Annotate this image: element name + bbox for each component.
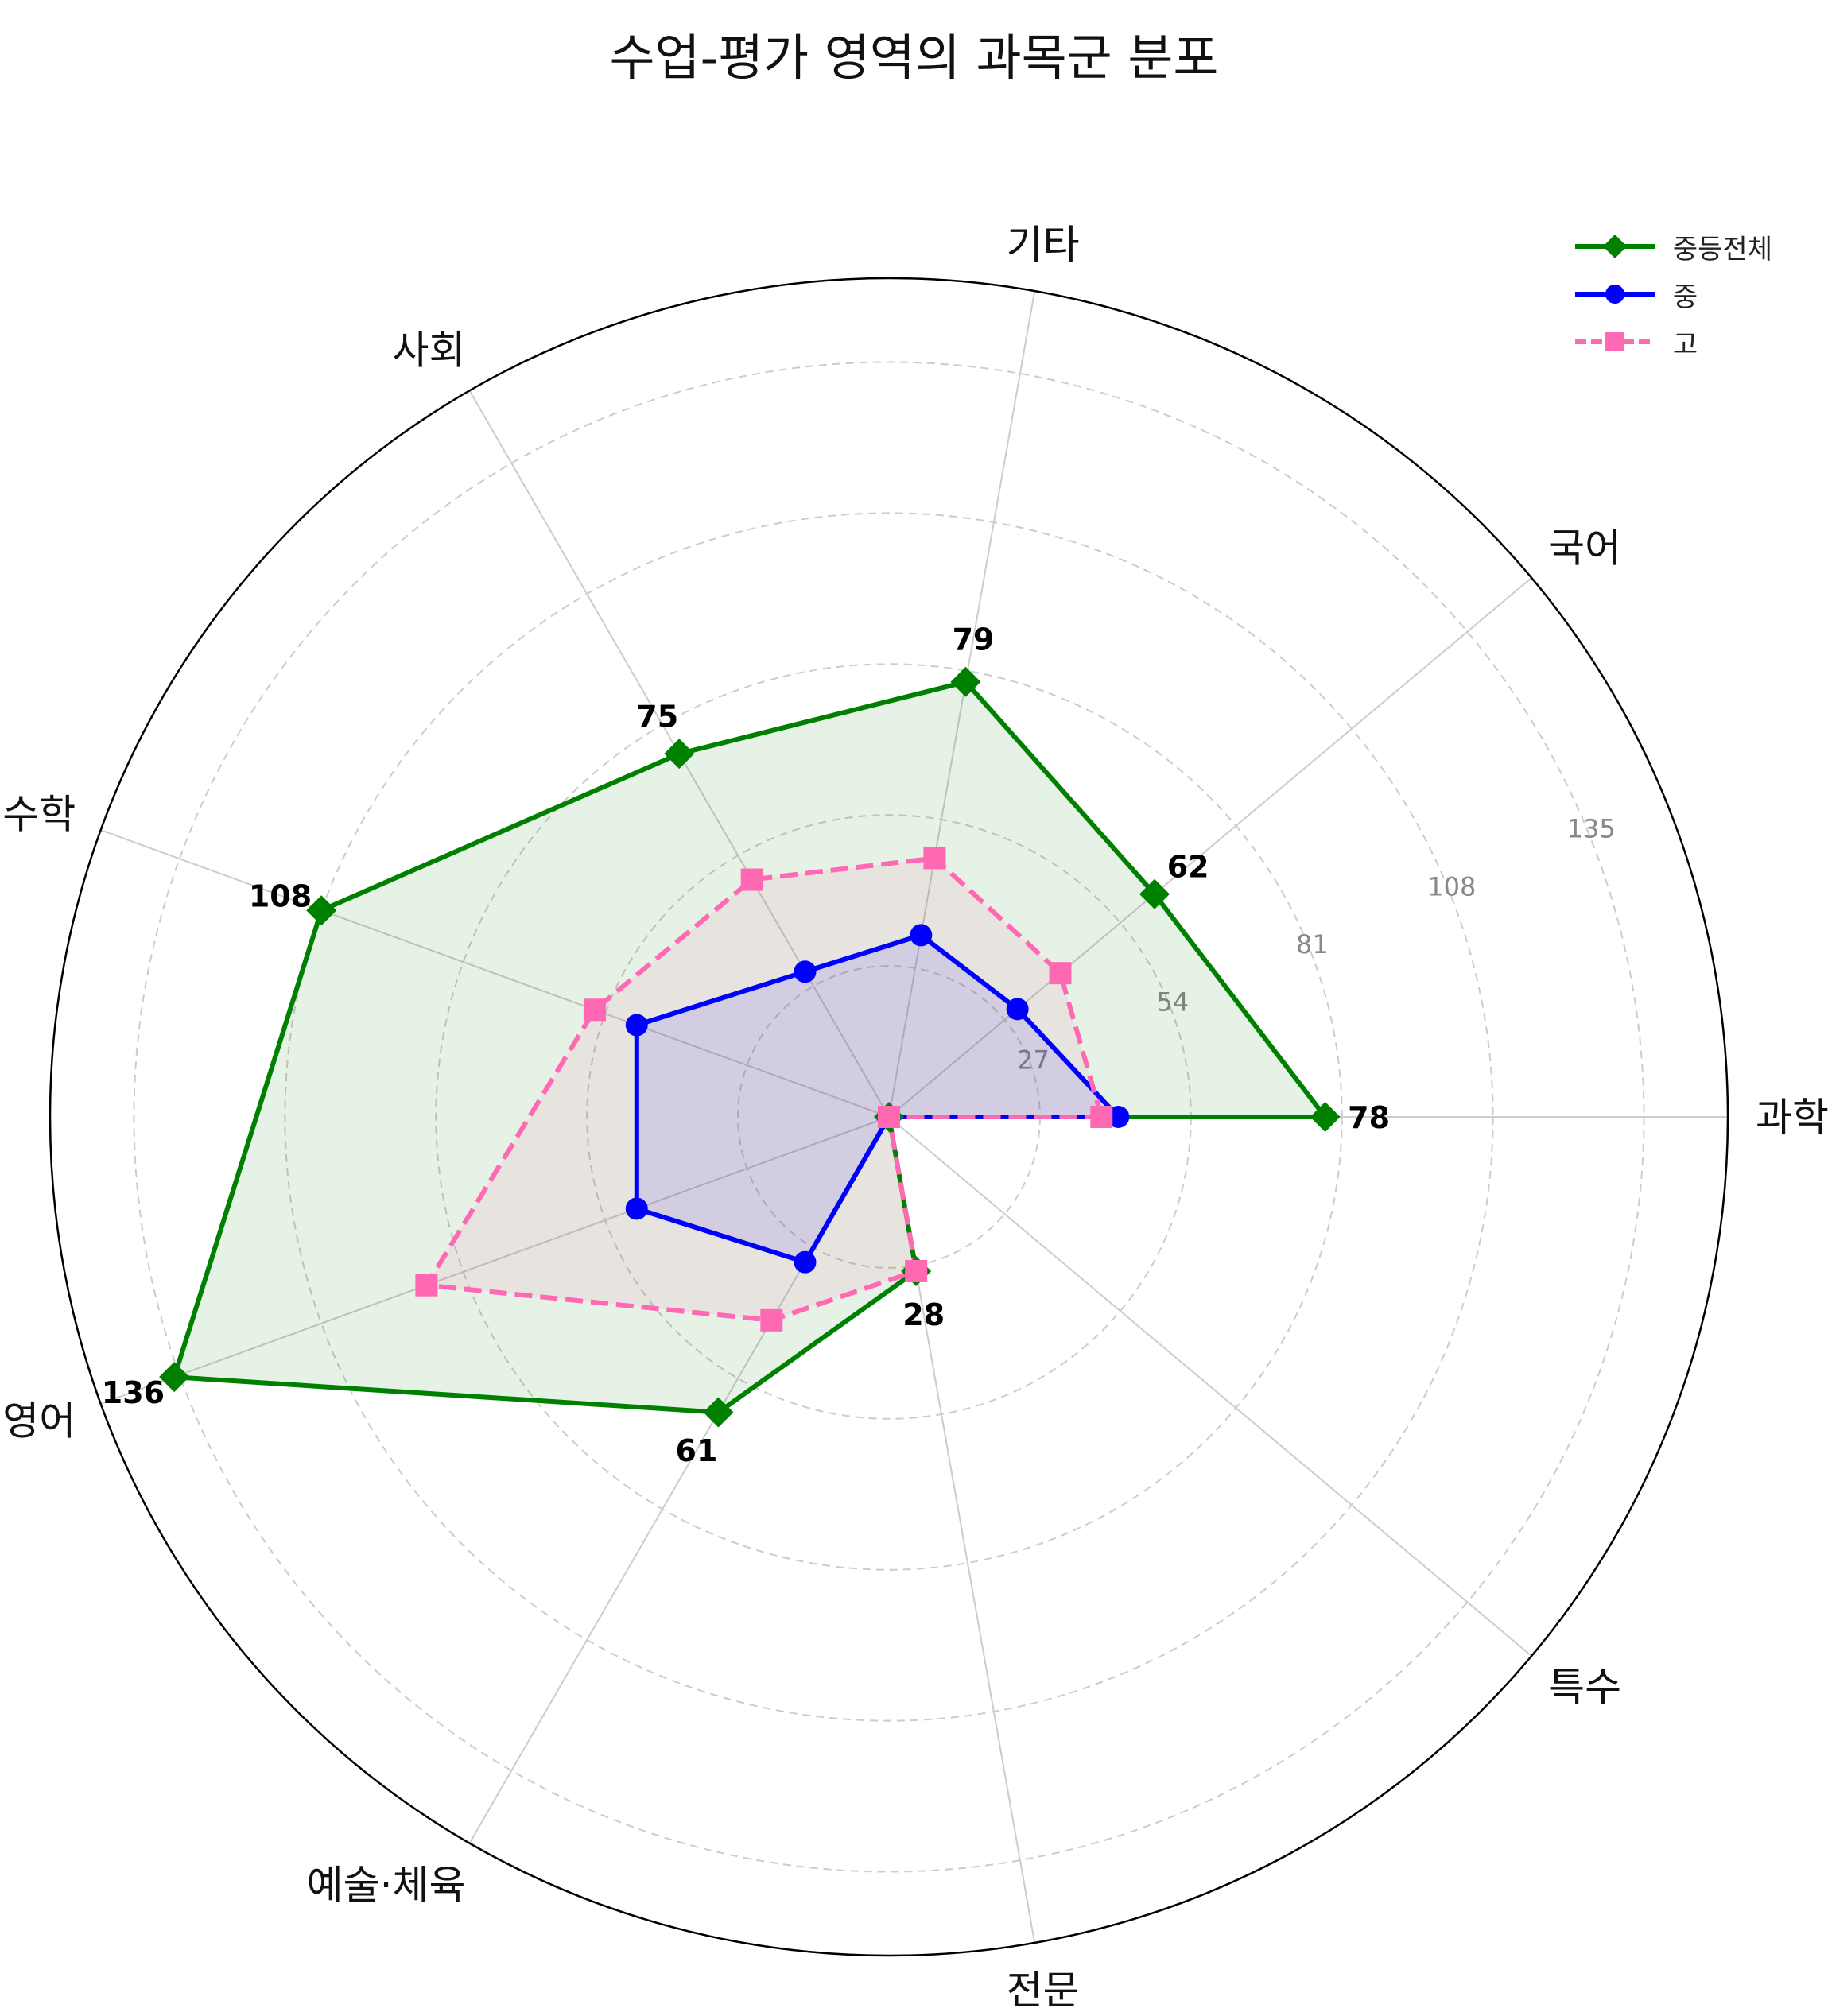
series-fill <box>426 858 1102 1320</box>
r-tick-label: 27 <box>1017 1045 1050 1075</box>
series-line <box>424 855 1104 1323</box>
category-label: 수학 <box>2 792 76 838</box>
spoke-line <box>888 577 1532 1118</box>
data-point <box>306 895 337 926</box>
data-point <box>703 1397 734 1428</box>
legend-swatch <box>1574 235 1655 258</box>
category-label: 국어 <box>1548 525 1621 571</box>
data-point <box>625 1014 648 1037</box>
category-label: 특수 <box>1548 1665 1621 1711</box>
data-point <box>664 739 695 770</box>
series-fill <box>636 935 1119 1262</box>
data-point <box>910 924 933 947</box>
data-point <box>1139 878 1170 909</box>
spoke-line <box>888 1116 1532 1657</box>
data-point <box>923 847 946 870</box>
data-point <box>1310 1102 1341 1132</box>
data-label: 79 <box>953 622 995 657</box>
chart-title: 수업-평가 영역의 과목군 분포 <box>609 29 1219 87</box>
legend-label: 중등전체 <box>1672 233 1772 266</box>
data-point <box>159 1362 190 1393</box>
category-label: 전문 <box>1007 1968 1080 2014</box>
data-label: 108 <box>249 878 312 913</box>
r-tick-label: 135 <box>1567 814 1616 844</box>
data-point <box>878 1106 900 1128</box>
marker-layer <box>159 666 1341 1428</box>
data-point <box>794 960 817 983</box>
category-label: 예술·체육 <box>307 1863 466 1909</box>
data-label: 61 <box>676 1433 718 1468</box>
fill-layer <box>174 681 1325 1413</box>
data-point <box>1107 1106 1130 1128</box>
data-label: 28 <box>902 1297 945 1332</box>
data-point <box>740 868 763 891</box>
spoke-line <box>888 290 1036 1118</box>
legend-swatch <box>1574 332 1655 351</box>
spoke-line <box>100 829 890 1118</box>
series-fill <box>174 681 1325 1413</box>
legend-label: 고 <box>1672 328 1698 361</box>
legend-entry: 중 <box>1571 270 1772 318</box>
data-point <box>1006 998 1029 1021</box>
data-label: 136 <box>102 1375 165 1410</box>
data-point <box>415 1274 438 1297</box>
data-point <box>905 1259 928 1282</box>
category-label: 영어 <box>2 1398 76 1444</box>
r-tick-label: 81 <box>1296 929 1329 960</box>
data-label: 62 <box>1167 849 1209 884</box>
data-point <box>625 1197 648 1220</box>
data-point <box>1049 962 1072 985</box>
r-tick-label: 54 <box>1157 987 1190 1018</box>
data-point <box>794 1250 817 1274</box>
spoke-line <box>100 1116 890 1405</box>
r-tick-label: 108 <box>1427 871 1476 901</box>
data-point <box>760 1308 783 1332</box>
data-point <box>1090 1106 1113 1128</box>
data-point <box>583 998 606 1022</box>
category-label: 기타 <box>1007 222 1080 268</box>
category-label: 과학 <box>1756 1095 1828 1141</box>
legend-swatch <box>1574 285 1655 304</box>
data-label: 75 <box>636 700 678 735</box>
category-label: 사회 <box>393 327 466 373</box>
data-point <box>950 666 981 697</box>
data-label: 78 <box>1348 1100 1390 1135</box>
outer-frame <box>49 277 1729 1957</box>
legend-label: 중 <box>1672 281 1698 313</box>
legend-entry: 고 <box>1571 318 1772 366</box>
legend-entry: 중등전체 <box>1571 223 1772 270</box>
